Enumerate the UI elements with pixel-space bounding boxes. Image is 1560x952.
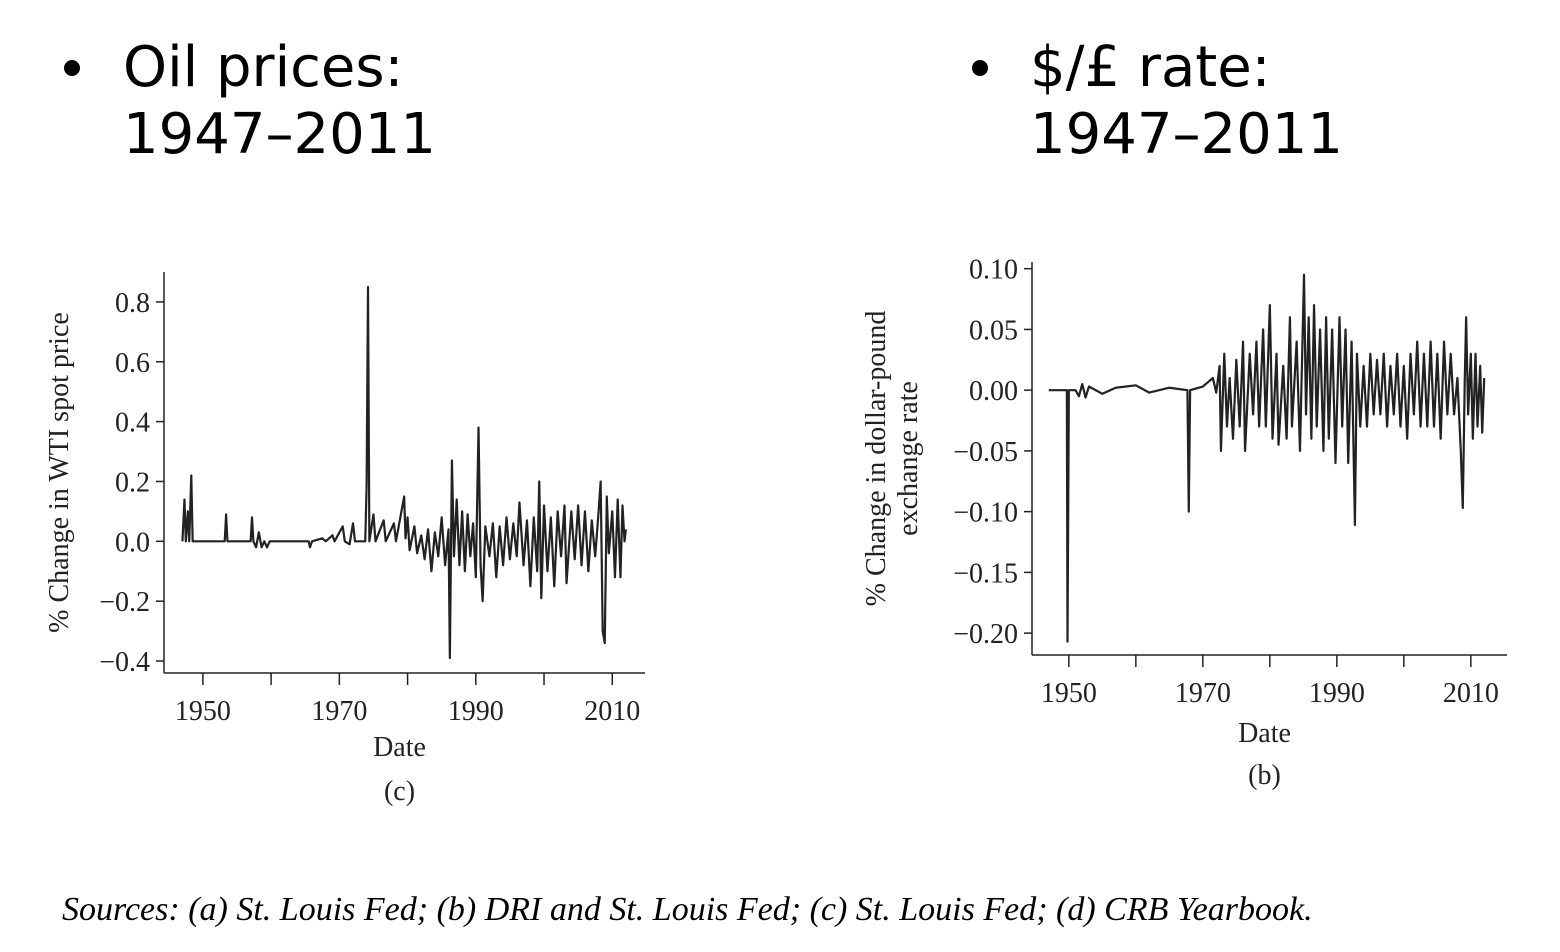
y-tick-label: −0.4: [99, 647, 150, 678]
y-tick-label: 0.2: [115, 467, 150, 498]
chart-caption: (c): [384, 776, 415, 807]
bullet-line: $/£ rate:: [1030, 35, 1271, 100]
y-tick-label: 0.6: [115, 348, 150, 379]
y-tick-label: 0.8: [115, 288, 150, 319]
y-tick-label: 0.0: [115, 527, 150, 558]
chart-caption: (b): [1248, 760, 1281, 791]
y-axis-label: exchange rate: [893, 381, 924, 536]
x-axis-label: Date: [1238, 718, 1291, 749]
x-tick-label: 1970: [1175, 678, 1231, 709]
x-tick-label: 1950: [175, 696, 231, 727]
y-tick-label: −0.05: [953, 437, 1018, 468]
bullet-line: Oil prices:: [123, 35, 403, 100]
bullet-line: 1947–2011: [1030, 102, 1343, 167]
x-tick-label: 1990: [1309, 678, 1365, 709]
footnote: Sources: (a) St. Louis Fed; (b) DRI and …: [62, 891, 1313, 928]
x-tick-label: 1950: [1041, 678, 1097, 709]
data-line: [181, 285, 627, 660]
y-tick-label: −0.2: [99, 587, 150, 618]
y-tick-label: −0.10: [953, 498, 1018, 529]
bullet-dot: [64, 60, 80, 76]
y-tick-label: 0.00: [969, 376, 1018, 407]
x-axis-label: Date: [373, 732, 426, 763]
y-tick-label: 0.05: [969, 315, 1018, 346]
y-axis-label: % Change in WTI spot price: [44, 312, 75, 633]
y-tick-label: −0.20: [953, 619, 1018, 650]
y-tick-label: −0.15: [953, 558, 1018, 589]
x-tick-label: 1970: [311, 696, 367, 727]
x-tick-label: 1990: [448, 696, 504, 727]
data-line: [1048, 273, 1486, 643]
x-tick-label: 2010: [1443, 678, 1499, 709]
y-tick-label: 0.4: [115, 408, 150, 439]
bullet-dot: [972, 60, 988, 76]
x-tick-label: 2010: [584, 696, 640, 727]
y-axis-label: % Change in dollar-pound: [861, 311, 892, 607]
bullet-line: 1947–2011: [123, 102, 436, 167]
y-tick-label: 0.10: [969, 255, 1018, 286]
